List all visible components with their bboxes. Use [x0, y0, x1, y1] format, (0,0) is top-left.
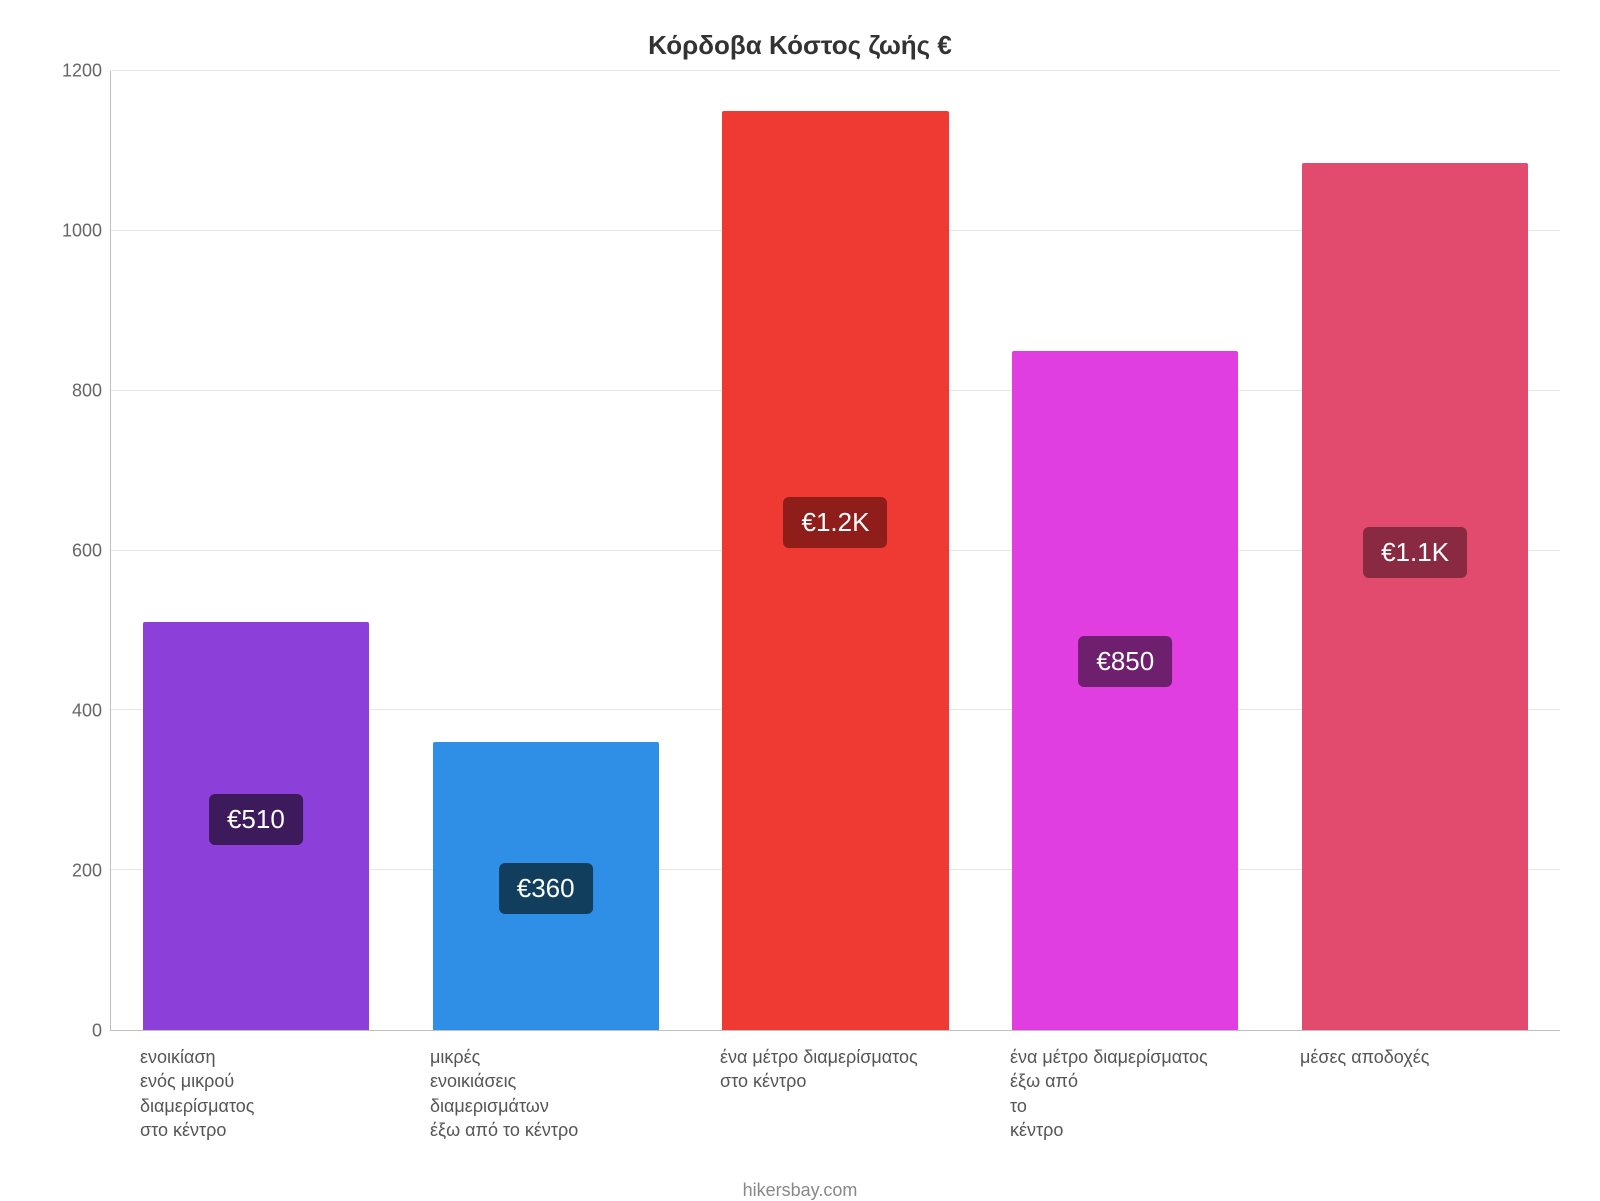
x-axis-label: ενοικίασηενός μικρούδιαμερίσματοςστο κέν… — [110, 1045, 400, 1142]
y-tick-label: 200 — [42, 861, 102, 882]
bar-slot: €1.2K — [691, 71, 981, 1030]
y-tick-label: 400 — [42, 701, 102, 722]
x-axis-label: μικρέςενοικιάσειςδιαμερισμάτωνέξω από το… — [400, 1045, 690, 1142]
cost-of-living-chart: Κόρδοβα Κόστος ζωής € 0 200 400 600 800 1000 1… — [0, 0, 1600, 1200]
bar-value-badge: €1.2K — [784, 497, 888, 548]
y-axis: 020040060080010001200 — [40, 71, 110, 1031]
y-tick-label: 0 — [42, 1021, 102, 1042]
bars-container: €510 €360 €1.2K €850 €1.1K — [111, 71, 1560, 1030]
x-axis-label: ένα μέτρο διαμερίσματοςέξω απότοκέντρο — [980, 1045, 1270, 1142]
bar: €1.1K — [1302, 163, 1528, 1030]
bar: €510 — [143, 622, 369, 1030]
chart-caption: hikersbay.com — [40, 1180, 1560, 1201]
bar: €1.2K — [722, 111, 948, 1030]
bar-value-badge: €510 — [209, 794, 303, 845]
chart-title: Κόρδοβα Κόστος ζωής € — [40, 30, 1560, 61]
x-axis-label: ένα μέτρο διαμερίσματοςστο κέντρο — [690, 1045, 980, 1142]
x-axis: ενοικίασηενός μικρούδιαμερίσματοςστο κέν… — [110, 1045, 1560, 1142]
bar-slot: €360 — [401, 71, 691, 1030]
plot: €510 €360 €1.2K €850 €1.1K — [110, 71, 1560, 1031]
x-axis-label: μέσες αποδοχές — [1270, 1045, 1560, 1142]
y-tick-label: 800 — [42, 381, 102, 402]
bar-value-badge: €360 — [499, 863, 593, 914]
bar-value-badge: €850 — [1078, 636, 1172, 687]
bar-value-badge: €1.1K — [1363, 527, 1467, 578]
y-tick-label: 1200 — [42, 61, 102, 82]
y-tick-label: 1000 — [42, 221, 102, 242]
bar: €360 — [433, 742, 659, 1030]
bar: €850 — [1012, 351, 1238, 1030]
y-tick-label: 600 — [42, 541, 102, 562]
bar-slot: €510 — [111, 71, 401, 1030]
bar-slot: €850 — [980, 71, 1270, 1030]
bar-slot: €1.1K — [1270, 71, 1560, 1030]
plot-area: 020040060080010001200 €510€360€1.2K€850€… — [40, 71, 1560, 1031]
